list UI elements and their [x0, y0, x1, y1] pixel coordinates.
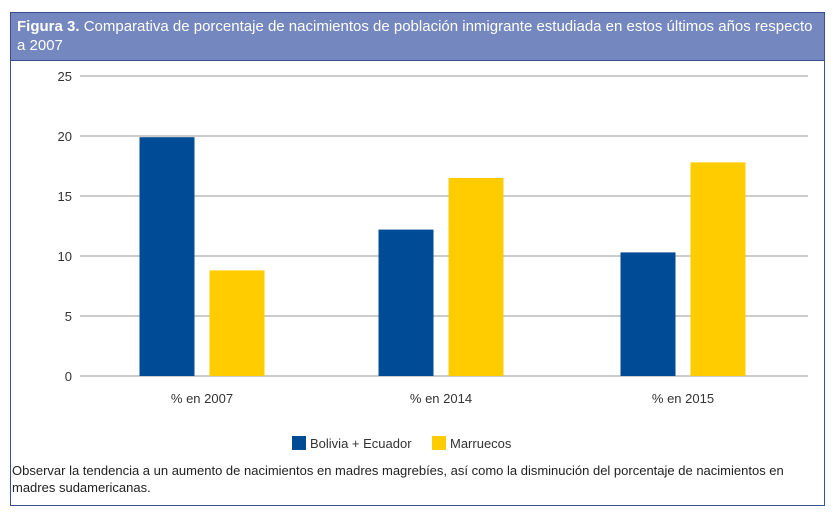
x-tick-label: % en 2015 — [652, 391, 714, 406]
y-tick-label: 5 — [65, 309, 72, 324]
legend-label: Marruecos — [450, 436, 512, 451]
figure-note: Observar la tendencia a un aumento de na… — [12, 463, 784, 495]
bar-bolivia-ecuador — [378, 229, 434, 376]
bar-marruecos — [209, 270, 265, 376]
figure-title: Comparativa de porcentaje de nacimientos… — [17, 18, 813, 54]
x-tick-label: % en 2014 — [410, 391, 472, 406]
legend-swatch — [432, 436, 446, 450]
figure-header: Figura 3. Comparativa de porcentaje de n… — [11, 13, 824, 61]
bar-marruecos — [448, 178, 504, 376]
figure-label: Figura 3. — [17, 18, 80, 35]
bar-bolivia-ecuador — [139, 137, 195, 376]
bar-bolivia-ecuador — [620, 252, 676, 376]
y-tick-label: 15 — [58, 189, 72, 204]
legend-swatch — [292, 436, 306, 450]
y-tick-label: 0 — [65, 369, 72, 384]
bar-marruecos — [690, 162, 746, 376]
y-tick-label: 10 — [58, 249, 72, 264]
legend-label: Bolivia + Ecuador — [310, 436, 412, 451]
y-tick-label: 25 — [58, 69, 72, 84]
y-tick-label: 20 — [58, 129, 72, 144]
x-tick-label: % en 2007 — [171, 391, 233, 406]
